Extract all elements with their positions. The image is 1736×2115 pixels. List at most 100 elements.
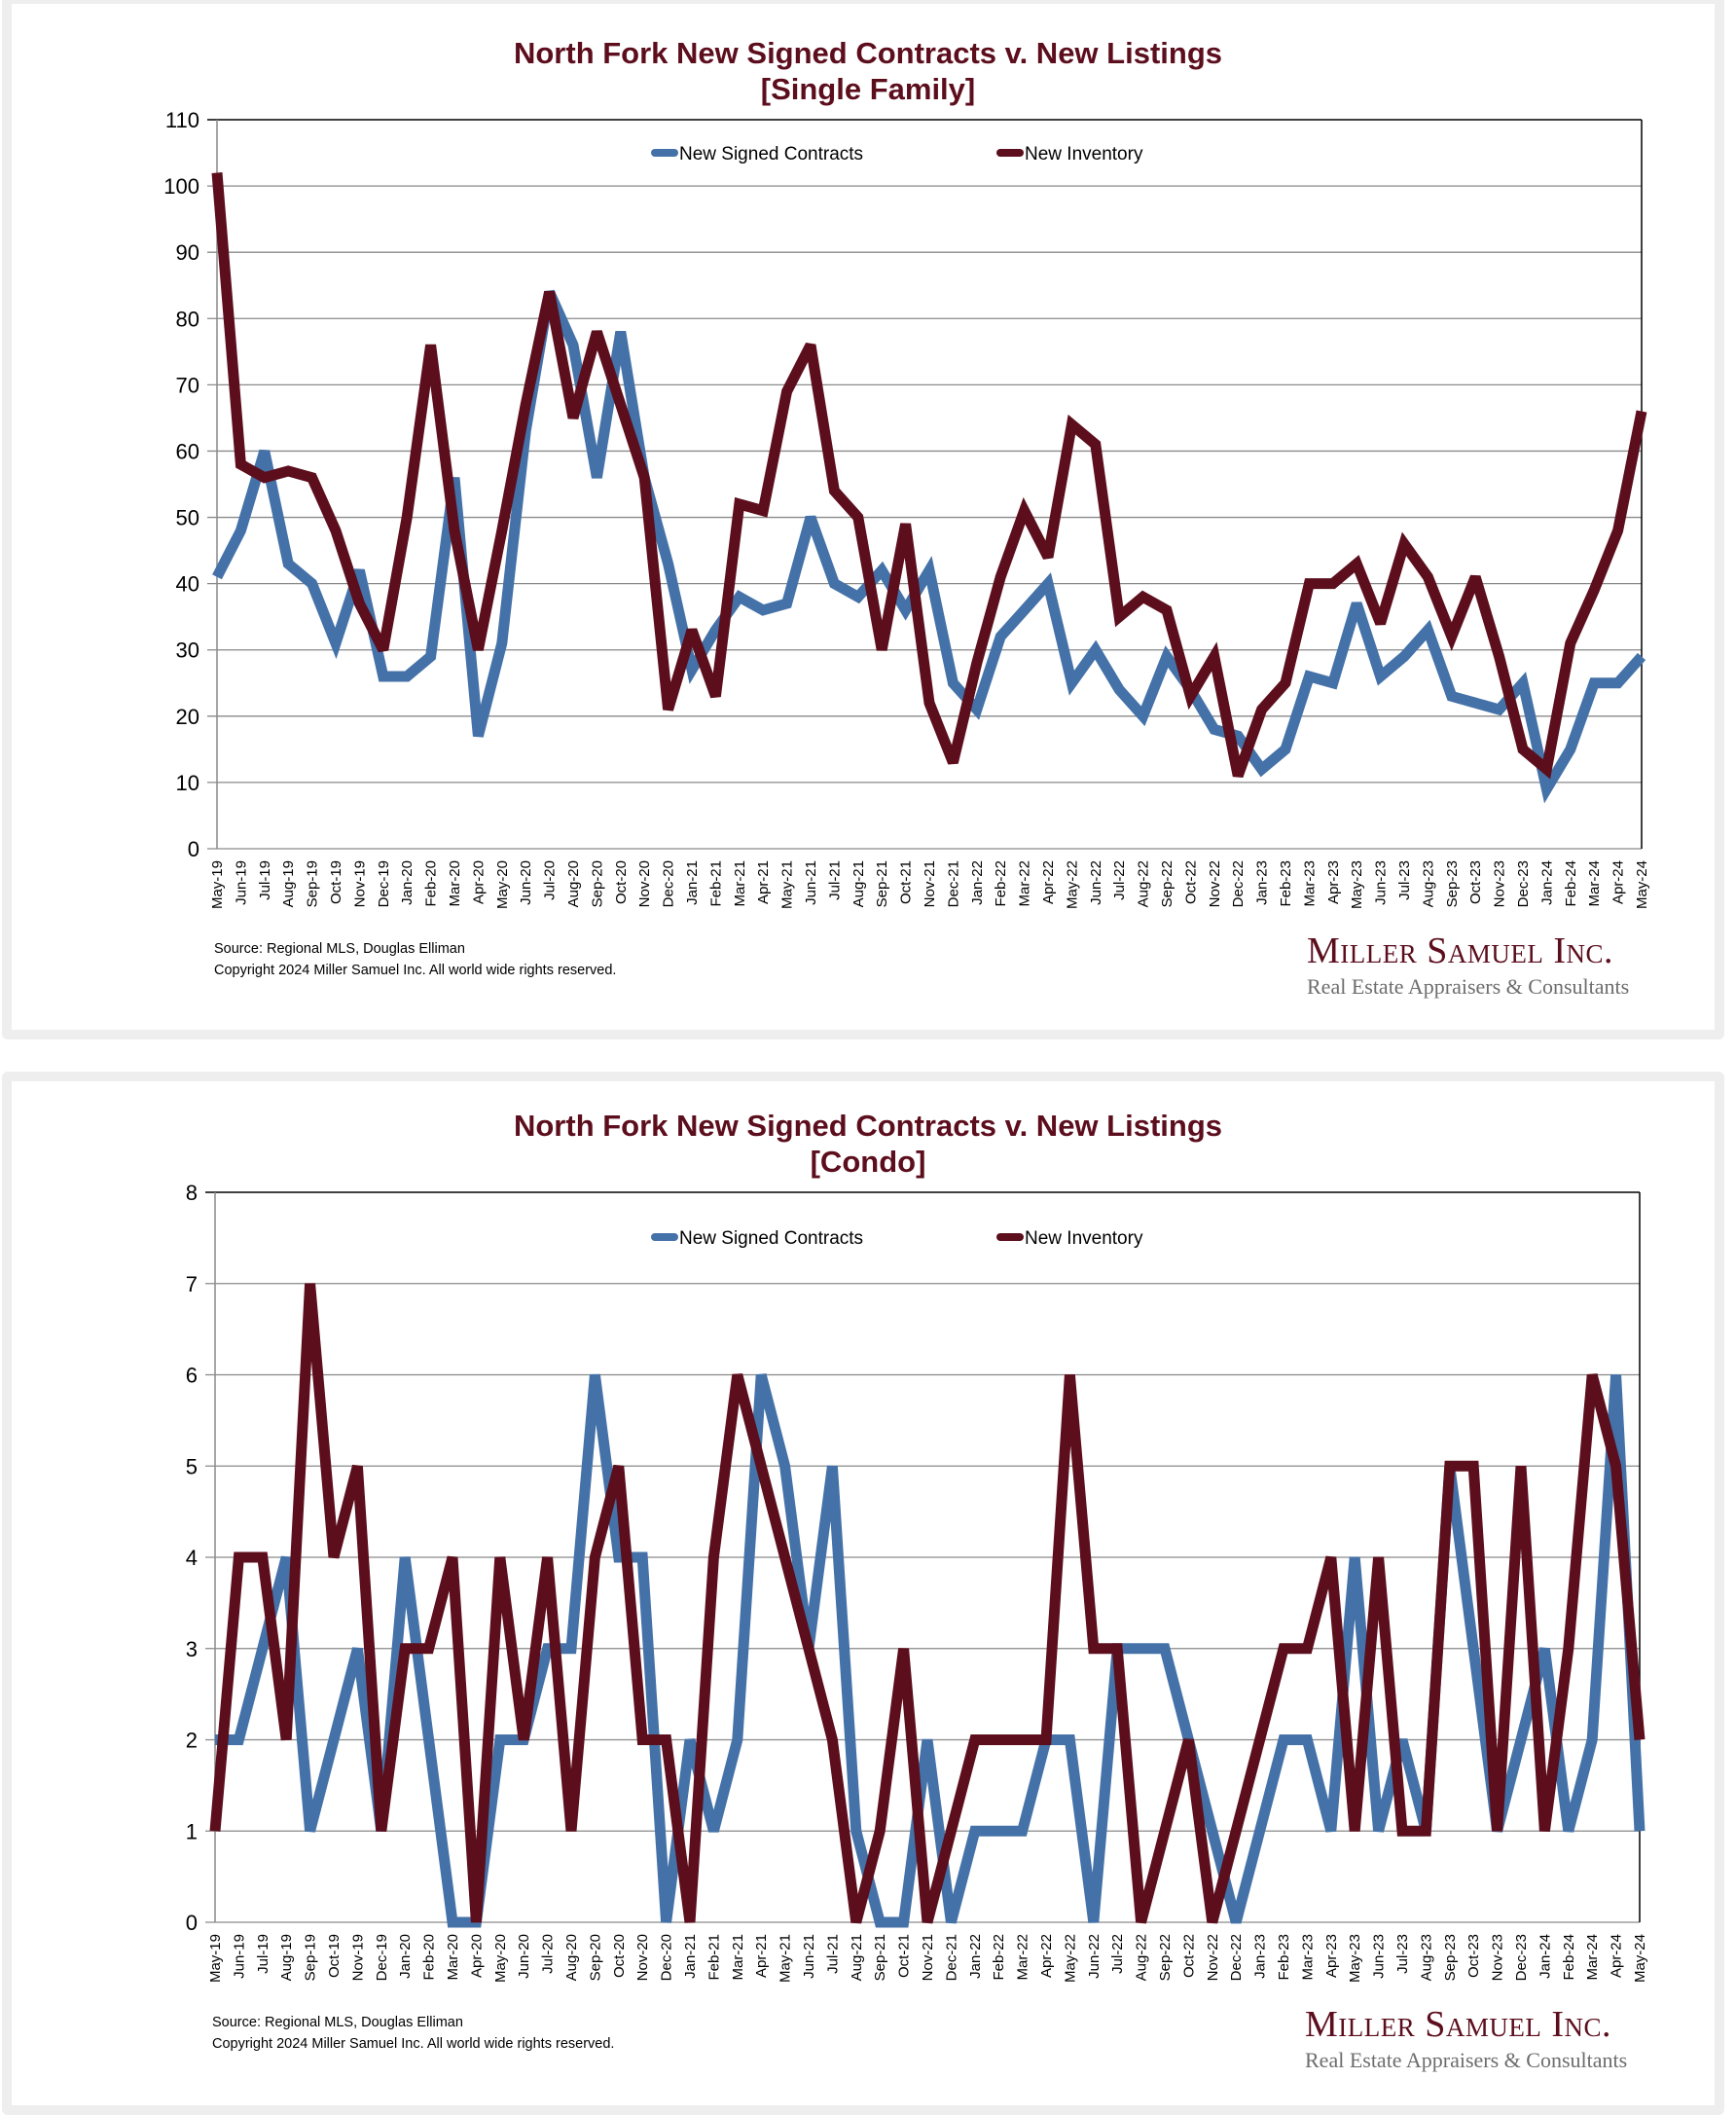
- legend-item: New Inventory: [996, 144, 1143, 164]
- copyright-text: Copyright 2024 Miller Samuel Inc. All wo…: [212, 2036, 615, 2052]
- x-tick-label: Dec-19: [376, 860, 392, 907]
- x-tick-label: May-23: [1349, 860, 1365, 909]
- chart-title-main: North Fork New Signed Contracts v. New L…: [513, 36, 1222, 70]
- x-tick-label: Jun-21: [803, 860, 819, 905]
- x-tick-label: Apr-24: [1610, 860, 1627, 904]
- x-tick-label: Sep-20: [589, 860, 605, 907]
- x-tick-label: Sep-19: [303, 1934, 319, 1981]
- x-tick-label: Jan-22: [969, 860, 986, 905]
- x-tick-label: Jun-23: [1371, 1934, 1388, 1979]
- legend-item: New Signed Contracts: [651, 144, 863, 164]
- y-tick-label: 100: [163, 174, 199, 199]
- x-tick-label: Apr-20: [470, 860, 487, 904]
- x-tick-label: Feb-23: [1276, 1934, 1292, 1981]
- x-tick-label: Apr-22: [1038, 1934, 1055, 1978]
- x-tick-label: Jan-22: [967, 1934, 984, 1979]
- x-tick-label: Aug-21: [849, 1934, 865, 1981]
- chart-subtitle: [Condo]: [810, 1145, 926, 1179]
- x-tick-label: Aug-20: [563, 1934, 580, 1981]
- x-tick-label: Apr-23: [1325, 860, 1342, 904]
- x-tick-label: Apr-21: [753, 1934, 770, 1978]
- x-tick-label: Dec-20: [659, 1934, 675, 1981]
- x-tick-label: Feb-21: [707, 860, 724, 907]
- x-tick-label: Dec-21: [945, 860, 961, 907]
- legend-label: New Inventory: [1025, 1228, 1143, 1249]
- x-tick-label: Jul-21: [824, 1934, 841, 1974]
- x-tick-label: Sep-23: [1442, 1934, 1459, 1981]
- y-tick-label: 4: [186, 1546, 198, 1570]
- source-block: Source: Regional MLS, Douglas Elliman Co…: [212, 2012, 614, 2055]
- copyright-text: Copyright 2024 Miller Samuel Inc. All wo…: [214, 963, 617, 978]
- x-tick-label: Feb-21: [705, 1934, 722, 1981]
- x-tick-label: Feb-22: [991, 1934, 1007, 1981]
- x-tick-label: Aug-20: [565, 860, 582, 907]
- x-tick-label: Apr-24: [1609, 1934, 1625, 1978]
- x-tick-label: Nov-23: [1490, 1934, 1506, 1981]
- x-tick-label: Feb-20: [423, 860, 440, 907]
- x-tick-label: Mar-22: [1015, 1934, 1031, 1981]
- y-tick-label: 1: [186, 1819, 198, 1843]
- logo-tagline: Real Estate Appraisers & Consultants: [1305, 2048, 1628, 2072]
- y-tick-label: 2: [186, 1729, 198, 1753]
- x-tick-label: Jun-22: [1088, 860, 1104, 905]
- y-tick-label: 7: [186, 1272, 198, 1296]
- x-tick-label: Jul-23: [1394, 1934, 1411, 1974]
- x-tick-label: Oct-21: [898, 860, 915, 904]
- x-tick-label: Apr-22: [1040, 860, 1057, 904]
- x-tick-label: Jul-19: [255, 1934, 271, 1974]
- x-tick-label: May-20: [492, 1934, 509, 1983]
- chart-title-main: North Fork New Signed Contracts v. New L…: [513, 1109, 1222, 1143]
- x-tick-label: May-19: [207, 1934, 224, 1983]
- x-tick-label: Mar-20: [445, 1934, 461, 1981]
- y-tick-label: 70: [176, 373, 199, 397]
- y-tick-label: 60: [176, 439, 199, 463]
- x-tick-label: May-23: [1347, 1934, 1363, 1983]
- x-tick-label: Mar-21: [730, 1934, 746, 1981]
- series-line-new-inventory: [209, 1283, 1646, 1924]
- x-tick-label: Dec-23: [1513, 1934, 1530, 1981]
- y-tick-label: 0: [186, 1911, 198, 1935]
- x-tick-label: Sep-20: [587, 1934, 603, 1981]
- x-tick-label: Mar-21: [732, 860, 748, 907]
- x-tick-label: Oct-22: [1180, 1934, 1197, 1978]
- x-tick-label: Oct-21: [896, 1934, 913, 1978]
- x-tick-label: Jul-19: [257, 860, 273, 900]
- line-chart-single-family: 0 10 20 30 40 50 60 70 80 90 100 110 May-19 Jun-19 Jul…: [163, 108, 1650, 909]
- x-tick-label: Oct-23: [1467, 860, 1484, 904]
- x-tick-label: Apr-23: [1323, 1934, 1340, 1978]
- x-tick-label: Jun-20: [516, 1934, 532, 1979]
- x-tick-label: Jun-19: [231, 1934, 247, 1979]
- x-tick-label: Jan-21: [684, 860, 701, 905]
- x-tick-label: Dec-21: [943, 1934, 959, 1981]
- logo-tagline: Real Estate Appraisers & Consultants: [1307, 974, 1630, 999]
- x-tick-label: Apr-20: [468, 1934, 485, 1978]
- x-tick-label: Jan-20: [399, 860, 416, 905]
- y-tick-label: 3: [186, 1637, 198, 1661]
- x-tick-label: May-21: [779, 860, 796, 909]
- x-tick-label: Jul-22: [1111, 860, 1128, 900]
- x-tick-label: Feb-24: [1561, 1934, 1577, 1981]
- x-tick-label: Feb-23: [1278, 860, 1294, 907]
- x-tick-label: Jan-21: [682, 1934, 699, 1979]
- x-tick-label: May-24: [1632, 1934, 1648, 1983]
- x-tick-label: Sep-19: [305, 860, 321, 907]
- x-tick-label: Feb-22: [993, 860, 1009, 907]
- x-tick-label: Aug-19: [278, 1934, 295, 1981]
- company-logo: Miller Samuel Inc. Real Estate Appraiser…: [1307, 930, 1629, 1002]
- x-tick-label: Aug-22: [1134, 1934, 1150, 1981]
- x-tick-label: Jun-22: [1086, 1934, 1103, 1979]
- x-tick-label: Mar-23: [1299, 1934, 1316, 1981]
- y-tick-label: 5: [186, 1454, 198, 1478]
- legend-label: New Signed Contracts: [679, 1228, 863, 1249]
- x-tick-label: May-22: [1064, 860, 1080, 909]
- x-tick-label: Mar-23: [1301, 860, 1318, 907]
- y-tick-label: 40: [176, 572, 199, 597]
- logo-name: Miller Samuel Inc.: [1307, 930, 1614, 971]
- x-tick-label: Jan-20: [397, 1934, 414, 1979]
- x-tick-label: Jun-21: [801, 1934, 817, 1979]
- legend-label: New Inventory: [1025, 144, 1143, 164]
- x-tick-label: Dec-19: [374, 1934, 390, 1981]
- x-tick-label: Aug-19: [280, 860, 297, 907]
- x-tick-label: Mar-20: [447, 860, 463, 907]
